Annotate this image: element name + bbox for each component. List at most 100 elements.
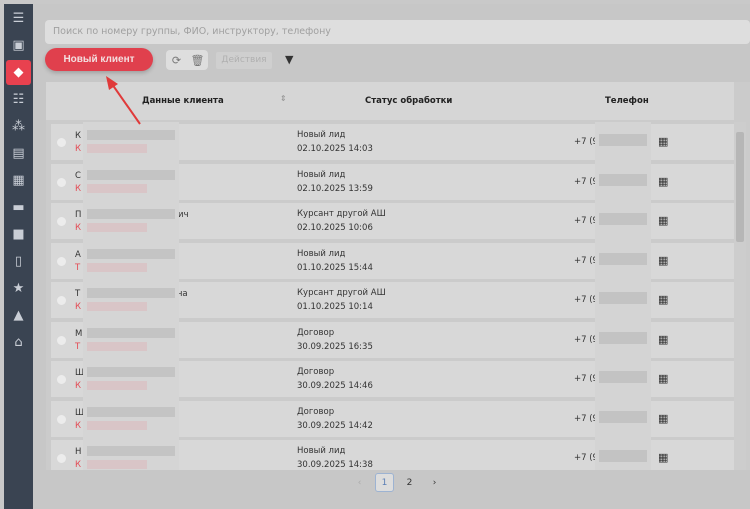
qr-code-icon[interactable]: ▦	[658, 253, 669, 267]
table-row[interactable]: К вна К Новый лид 02.10.2025 14:03 +7 (9…	[51, 122, 734, 162]
client-subtitle: Т	[75, 262, 81, 273]
redacted-phone	[595, 319, 651, 360]
redacted-area	[83, 398, 179, 439]
row-radio[interactable]	[57, 256, 66, 266]
row-radio[interactable]	[57, 138, 66, 147]
refresh-icon[interactable]: ⟳	[171, 53, 182, 67]
table-row[interactable]: С К Новый лид 02.10.2025 13:59 +7 (9 ▦	[51, 161, 734, 202]
phone-number[interactable]: +7 (9	[574, 216, 598, 226]
filter-icon[interactable]: ▼	[285, 53, 294, 66]
monitor-user-icon[interactable]: ▣	[12, 38, 25, 53]
redacted-area	[83, 201, 179, 241]
row-radio[interactable]	[57, 335, 66, 345]
table-row[interactable]: М вна Т Договор 30.09.2025 16:35 +7 (9 ▦	[51, 319, 734, 360]
phone-number[interactable]: +7 (9	[574, 413, 598, 424]
redacted-phone	[595, 161, 651, 202]
page-1-button[interactable]: 1	[375, 473, 394, 492]
phone-number[interactable]: +7 (9	[574, 374, 598, 384]
qr-code-icon[interactable]: ▦	[658, 372, 669, 385]
redacted-phone	[595, 398, 651, 439]
phone-number[interactable]: +7 (9	[574, 334, 598, 345]
header-client-data[interactable]: Данные клиента	[142, 96, 224, 106]
diamond-icon[interactable]: ◆	[6, 60, 31, 85]
scrollbar-thumb[interactable]	[736, 132, 744, 242]
prev-page-button[interactable]: ‹	[357, 477, 362, 488]
phone-number[interactable]: +7 (9	[574, 255, 598, 266]
redacted-area	[83, 122, 179, 162]
scrollbar[interactable]	[734, 122, 746, 470]
home-icon[interactable]: ⌂	[14, 335, 23, 350]
table-row[interactable]: Т ровна К Курсант другой АШ 01.10.2025 1…	[51, 280, 734, 320]
status-date: 01.10.2025 15:44	[297, 262, 373, 273]
row-radio[interactable]	[57, 454, 66, 463]
client-name: А	[75, 249, 81, 260]
status-label: Новый лид	[297, 130, 346, 140]
header-status[interactable]: Статус обработки	[365, 96, 453, 106]
status-date: 30.09.2025 16:35	[297, 341, 373, 352]
client-name: С	[75, 170, 81, 181]
table-row[interactable]: Щ ич К Договор 30.09.2025 14:46 +7 (9 ▦	[51, 359, 734, 399]
status-label: Договор	[297, 367, 335, 377]
client-subtitle: К	[75, 381, 82, 391]
sort-icon[interactable]: ⇕	[280, 94, 287, 103]
car-icon[interactable]: ▬	[12, 200, 25, 215]
qr-code-icon[interactable]: ▦	[658, 411, 669, 425]
next-page-button[interactable]: ›	[432, 477, 437, 488]
trash-icon[interactable]: 🗑	[190, 53, 205, 67]
status-date: 02.10.2025 10:06	[297, 223, 373, 233]
row-radio[interactable]	[57, 375, 66, 384]
status-label: Договор	[297, 327, 335, 338]
status-date: 02.10.2025 13:59	[297, 183, 373, 194]
redacted-phone	[595, 240, 651, 281]
qr-code-icon[interactable]: ▦	[658, 214, 669, 227]
status-label: Новый лид	[297, 248, 346, 259]
menu-icon[interactable]: ☰	[12, 11, 25, 26]
status-label: Договор	[297, 406, 335, 417]
redacted-area	[83, 240, 179, 281]
row-radio[interactable]	[57, 177, 66, 187]
client-subtitle: К	[75, 460, 82, 470]
school-icon[interactable]: ▲	[13, 308, 24, 323]
qr-code-icon[interactable]: ▦	[658, 451, 669, 464]
qr-code-icon[interactable]: ▦	[658, 332, 669, 346]
search-input[interactable]: Поиск по номеру группы, ФИО, инструктору…	[45, 20, 750, 44]
redacted-phone	[595, 122, 651, 162]
phone-number[interactable]: +7 (9	[574, 295, 598, 305]
client-subtitle: К	[75, 144, 82, 154]
redacted-area	[83, 161, 179, 202]
header-phone[interactable]: Телефон	[605, 96, 649, 106]
phone-number[interactable]: +7 (9	[574, 453, 598, 463]
status-date: 02.10.2025 14:03	[297, 144, 373, 154]
redacted-area	[83, 319, 179, 360]
qr-code-icon[interactable]: ▦	[658, 174, 669, 188]
phone-number[interactable]: +7 (9	[574, 137, 598, 147]
group-icon[interactable]: ⁂	[12, 119, 25, 134]
phone-number[interactable]: +7 (9	[574, 176, 598, 187]
row-radio[interactable]	[57, 217, 66, 226]
actions-button[interactable]: Действия	[216, 52, 272, 69]
redacted-phone	[595, 280, 651, 320]
money-icon[interactable]: ▤	[12, 146, 25, 161]
star-icon[interactable]: ★	[12, 281, 25, 296]
qr-code-icon[interactable]: ▦	[658, 135, 669, 148]
qr-code-icon[interactable]: ▦	[658, 293, 669, 306]
status-label: Новый лид	[297, 169, 346, 180]
table-row[interactable]: Н К Новый лид 30.09.2025 14:38 +7 (9 ▦	[51, 438, 734, 470]
new-client-button[interactable]: Новый клиент	[45, 48, 153, 71]
row-radio[interactable]	[57, 414, 66, 424]
client-name: Н	[75, 447, 82, 457]
sidebar: ☰ ▣ ◆ ☷ ⁂ ▤ ▦ ▬ ■ ▯ ★ ▲ ⌂	[4, 4, 33, 509]
book-icon[interactable]: ■	[12, 227, 25, 242]
redacted-phone	[595, 201, 651, 241]
table-row[interactable]: П рович К Курсант другой АШ 02.10.2025 1…	[51, 201, 734, 241]
table-row[interactable]: Щ ич К Договор 30.09.2025 14:42 +7 (9 ▦	[51, 398, 734, 439]
table-row[interactable]: А Т Новый лид 01.10.2025 15:44 +7 (9 ▦	[51, 240, 734, 281]
status-label: Новый лид	[297, 446, 346, 456]
status-date: 30.09.2025 14:42	[297, 420, 373, 431]
row-radio[interactable]	[57, 296, 66, 305]
page-2-button[interactable]: 2	[406, 477, 413, 488]
calendar-icon[interactable]: ▦	[12, 173, 25, 188]
client-subtitle: К	[75, 183, 82, 194]
checklist-icon[interactable]: ☷	[12, 92, 25, 107]
document-icon[interactable]: ▯	[14, 254, 23, 269]
